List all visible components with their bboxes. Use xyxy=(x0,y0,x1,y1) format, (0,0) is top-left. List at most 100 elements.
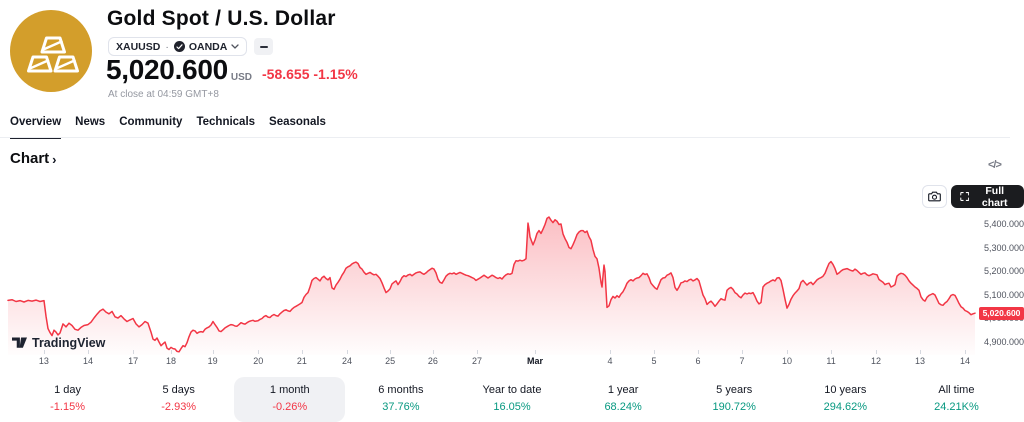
x-axis-tickmark xyxy=(875,350,877,354)
price-currency: USD xyxy=(230,72,252,83)
x-axis-tickmark xyxy=(535,350,536,354)
close-info: At close at 04:59 GMT+8 xyxy=(108,89,219,100)
x-axis-tickmark xyxy=(697,350,699,354)
x-axis-label: 10 xyxy=(781,356,793,366)
x-axis-tickmark xyxy=(347,350,348,354)
oanda-icon xyxy=(173,41,185,52)
tab-community[interactable]: Community xyxy=(119,116,183,128)
symbol-row: XAUUSD · OANDA xyxy=(108,37,274,56)
x-axis-label: 24 xyxy=(341,356,353,366)
range-label: 5 days xyxy=(162,384,195,396)
camera-button[interactable] xyxy=(922,185,947,208)
x-axis-label: 6 xyxy=(695,356,701,366)
price-chart-svg[interactable] xyxy=(7,210,978,355)
x-axis-label: 13 xyxy=(38,356,49,366)
range-value: -0.26% xyxy=(272,401,308,413)
range-value: 190.72% xyxy=(712,401,756,413)
price-row: 5,020.600 USD -58.655 -1.15% xyxy=(106,56,358,84)
range-value: -2.93% xyxy=(161,401,197,413)
fullscreen-icon xyxy=(960,192,970,201)
symbol-code: XAUUSD xyxy=(116,40,161,53)
range-label: Year to date xyxy=(482,384,542,396)
tab-news[interactable]: News xyxy=(75,116,106,128)
x-axis-label: 18 xyxy=(165,356,176,366)
symbol-selector[interactable]: XAUUSD · OANDA xyxy=(108,37,248,56)
range-value: 68.24% xyxy=(604,401,642,413)
x-axis-label: 7 xyxy=(739,356,745,366)
section-title-chart[interactable]: Chart › xyxy=(10,150,57,167)
page-title: Gold Spot / U.S. Dollar xyxy=(107,7,336,30)
exchange-name: OANDA xyxy=(188,40,228,53)
camera-icon xyxy=(928,191,941,202)
x-axis-tickmark xyxy=(476,350,478,354)
x-axis-tickmark xyxy=(88,350,90,354)
x-axis-tickmark xyxy=(919,350,921,354)
price-line xyxy=(7,216,976,353)
range-1-year[interactable]: 1 year 68.24% xyxy=(568,377,679,422)
y-axis-label: 5,100.000 xyxy=(984,289,1024,300)
range-5-years[interactable]: 5 years 190.72% xyxy=(679,377,790,422)
range-1-day[interactable]: 1 day -1.15% xyxy=(12,377,123,422)
chevron-right-icon: › xyxy=(52,151,57,167)
x-axis-tickmark xyxy=(258,350,260,354)
full-chart-label: Full chart xyxy=(981,184,1008,209)
tradingview-logo-text: TradingView xyxy=(32,336,106,350)
range-label: 5 years xyxy=(716,384,753,396)
range-label: 10 years xyxy=(824,384,867,396)
x-axis-tickmark xyxy=(831,350,833,354)
range-10-years[interactable]: 10 years 294.62% xyxy=(790,377,901,422)
x-axis-label: 19 xyxy=(207,356,218,366)
range-value: 24.21K% xyxy=(934,401,979,413)
y-axis-label: 4,900.000 xyxy=(984,336,1024,347)
range-label: 1 month xyxy=(269,384,310,396)
x-axis-tickmark xyxy=(301,350,303,354)
x-axis-label: 21 xyxy=(296,356,307,366)
range-label: All time xyxy=(938,384,975,396)
range-value: -1.15% xyxy=(50,401,85,413)
x-axis-tickmark xyxy=(212,350,214,354)
x-axis-label: 13 xyxy=(914,356,925,366)
tab-overview[interactable]: Overview xyxy=(10,116,62,139)
tradingview-logo-icon xyxy=(12,337,27,348)
range-year-to-date[interactable]: Year to date 16.05% xyxy=(456,377,567,422)
gold-logo xyxy=(10,10,92,92)
x-axis-label: 20 xyxy=(253,356,264,366)
tab-bar-divider xyxy=(0,137,1010,138)
minus-button[interactable] xyxy=(254,38,274,55)
x-axis-tickmark xyxy=(390,350,392,354)
range-all-time[interactable]: All time 24.21K% xyxy=(901,377,1012,422)
x-axis-tickmark xyxy=(787,350,788,354)
x-axis-tickmark xyxy=(133,350,135,354)
tab-technicals[interactable]: Technicals xyxy=(196,116,256,128)
range-label: 1 day xyxy=(54,384,82,396)
price-change: -58.655 -1.15% xyxy=(262,66,358,82)
x-axis-tickmark xyxy=(609,350,611,354)
price-value: 5,020.600 xyxy=(106,54,228,85)
section-title-label: Chart xyxy=(10,150,50,167)
y-axis-label: 5,300.000 xyxy=(984,242,1024,253)
range-1-month[interactable]: 1 month -0.26% xyxy=(234,377,346,422)
range-value: 294.62% xyxy=(823,401,868,413)
x-axis-label: 4 xyxy=(607,356,613,366)
x-axis-label: 17 xyxy=(128,356,139,366)
full-chart-button[interactable]: Full chart xyxy=(951,184,1024,209)
minus-icon xyxy=(259,45,268,48)
last-price-badge: 5,020.600 xyxy=(979,306,1024,320)
range-6-months[interactable]: 6 months 37.76% xyxy=(345,377,456,422)
tab-seasonals[interactable]: Seasonals xyxy=(269,116,326,128)
x-axis-label: 5 xyxy=(651,356,657,366)
x-axis-tickmark xyxy=(43,350,45,354)
range-selector: 1 day -1.15% 5 days -2.93% 1 month -0.26% 6 mo… xyxy=(12,377,1012,422)
embed-code-icon[interactable]: </> xyxy=(988,159,1002,171)
tradingview-logo[interactable]: TradingView xyxy=(12,336,105,350)
x-axis-tickmark xyxy=(432,350,434,354)
x-axis-label: 14 xyxy=(83,356,94,366)
range-value: 37.76% xyxy=(382,401,420,413)
gold-bars-icon xyxy=(10,10,92,92)
x-axis-label: 27 xyxy=(471,356,482,366)
x-axis-label: 11 xyxy=(826,356,836,366)
y-axis-label: 5,200.000 xyxy=(984,266,1024,276)
range-5-days[interactable]: 5 days -2.93% xyxy=(123,377,234,422)
x-axis-label: Mar xyxy=(526,356,544,366)
